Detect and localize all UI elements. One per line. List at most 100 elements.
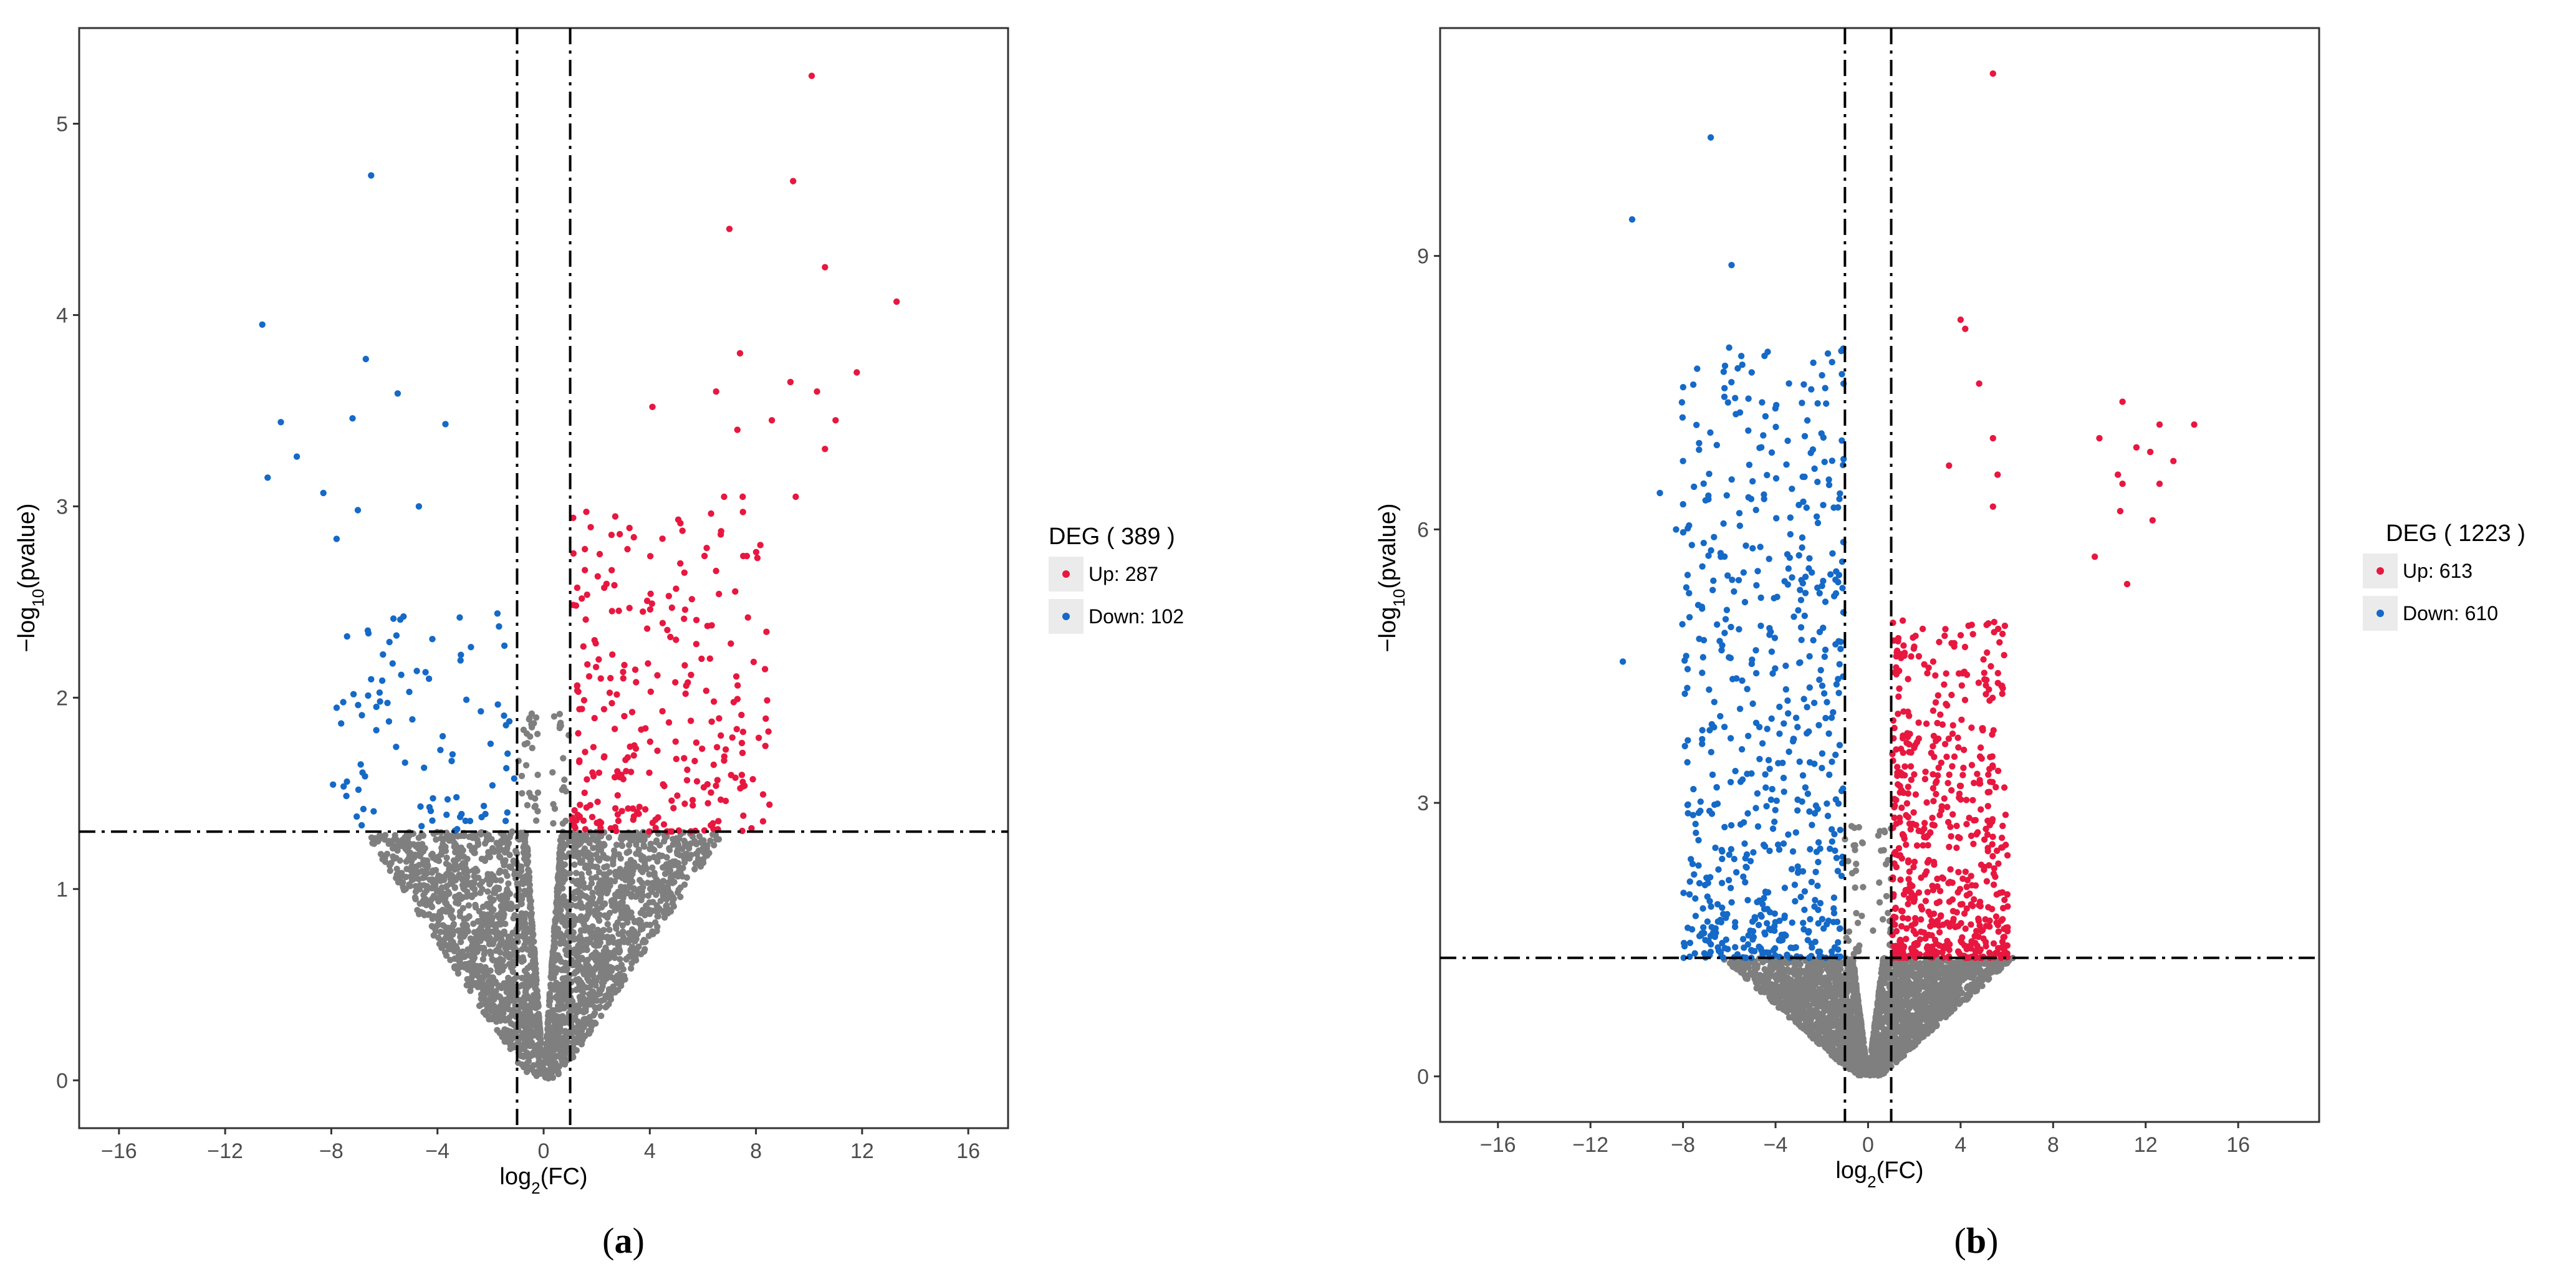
nosig-point <box>442 924 449 931</box>
nosig-point <box>655 913 662 920</box>
up-point <box>582 616 589 623</box>
nosig-point <box>415 835 422 841</box>
nosig-point <box>628 960 635 967</box>
nosig-point <box>555 885 562 892</box>
nosig-point <box>624 889 631 897</box>
up-point <box>726 226 733 232</box>
nosig-point <box>430 913 437 920</box>
nosig-point <box>643 921 650 928</box>
nosig-point <box>604 921 611 927</box>
panel-a-legend-title: DEG ( 389 ) <box>1049 524 1175 550</box>
down-point <box>430 795 436 802</box>
nosig-point <box>499 957 506 964</box>
up-point <box>589 813 596 821</box>
up-point <box>584 776 590 783</box>
nosig-point <box>618 833 625 840</box>
nosig-point <box>666 845 673 852</box>
down-point <box>418 823 425 830</box>
down-point <box>406 688 413 696</box>
up-point <box>645 660 651 667</box>
nosig-point <box>385 840 392 847</box>
up-point <box>674 792 681 799</box>
up-point <box>626 605 633 611</box>
nosig-point <box>368 834 375 841</box>
nosig-point <box>501 931 507 937</box>
y-tick-label: 3 <box>56 495 68 519</box>
panel-a-legend-marker-up <box>1062 570 1070 578</box>
up-point <box>734 426 741 433</box>
nosig-point <box>470 867 477 874</box>
nosig-point <box>471 873 478 879</box>
nosig-point <box>573 869 580 876</box>
nosig-point <box>653 838 660 846</box>
nosig-point <box>602 900 608 907</box>
nosig-point <box>602 944 609 951</box>
up-point <box>615 817 622 825</box>
nosig-point <box>600 882 607 889</box>
nosig-point <box>465 902 472 909</box>
nosig-point <box>544 1020 552 1027</box>
nosig-point <box>435 874 441 881</box>
up-point <box>736 350 744 357</box>
x-tick-label: 12 <box>850 1139 874 1163</box>
nosig-point <box>630 860 637 867</box>
nosig-point <box>502 921 509 927</box>
up-point <box>713 744 721 751</box>
up-point <box>710 698 718 705</box>
nosig-point <box>520 1042 527 1048</box>
nosig-point <box>520 726 527 734</box>
up-point <box>595 656 602 663</box>
nosig-point <box>593 964 600 970</box>
nosig-point <box>656 853 663 860</box>
nosig-point <box>528 721 535 728</box>
down-point <box>340 783 347 790</box>
nosig-point <box>552 994 559 1001</box>
nosig-point <box>572 1013 579 1021</box>
nosig-point <box>527 898 534 904</box>
nosig-point <box>578 850 585 857</box>
down-point <box>338 720 345 727</box>
nosig-point <box>507 905 515 913</box>
down-point <box>458 651 464 658</box>
up-point <box>612 805 619 812</box>
nosig-point <box>573 951 580 959</box>
nosig-point <box>575 975 582 983</box>
up-point <box>704 800 711 807</box>
down-point <box>344 633 350 640</box>
up-point <box>628 709 636 716</box>
up-point <box>607 674 614 682</box>
nosig-point <box>639 906 646 914</box>
nosig-point <box>660 892 666 899</box>
nosig-point <box>503 889 510 896</box>
nosig-point <box>641 843 648 850</box>
nosig-point <box>393 865 400 873</box>
down-point <box>340 699 347 706</box>
up-point <box>717 796 724 803</box>
up-point <box>630 534 637 541</box>
nosig-point <box>677 893 684 901</box>
down-point <box>365 692 372 699</box>
nosig-point <box>641 948 648 955</box>
up-point <box>814 388 820 395</box>
down-point <box>443 812 450 818</box>
nosig-point <box>459 876 466 883</box>
nosig-point <box>531 975 537 983</box>
down-point <box>350 691 357 698</box>
up-point <box>740 552 747 560</box>
nosig-point <box>547 1064 554 1071</box>
nosig-point <box>545 1032 552 1039</box>
down-point <box>365 630 372 637</box>
x-tick-label: 0 <box>538 1139 550 1163</box>
up-point <box>688 596 696 603</box>
nosig-point <box>386 862 393 869</box>
up-point <box>739 493 746 501</box>
nosig-point <box>648 888 655 895</box>
nosig-point <box>519 932 526 940</box>
nosig-point <box>534 987 541 994</box>
up-point <box>646 738 654 745</box>
nosig-point <box>557 848 564 856</box>
up-point <box>600 754 607 761</box>
nosig-point <box>556 711 563 717</box>
nosig-point <box>560 1051 567 1058</box>
